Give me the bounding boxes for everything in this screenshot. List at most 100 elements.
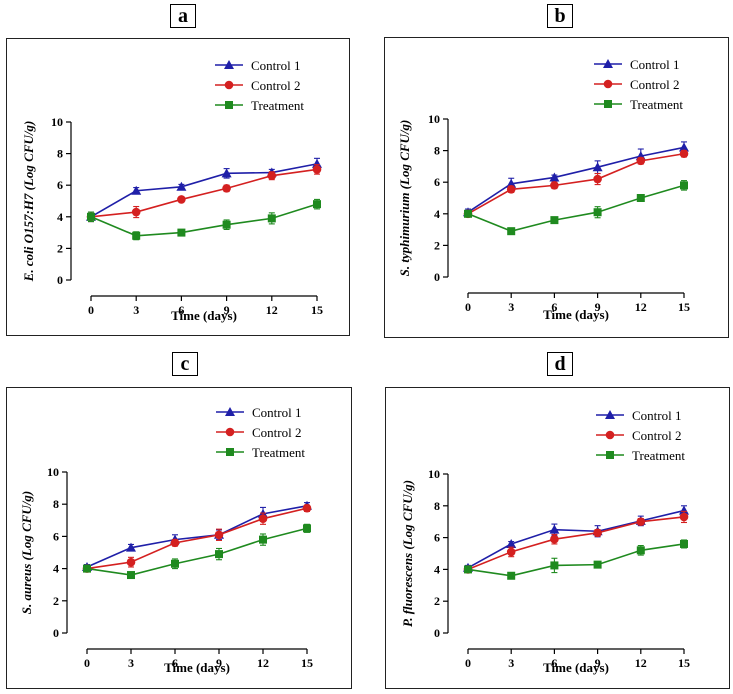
legend-label-treatment: Treatment bbox=[252, 445, 305, 460]
legend-marker-treatment bbox=[604, 100, 612, 108]
x-tick-label: 15 bbox=[678, 300, 690, 314]
x-tick-label: 12 bbox=[635, 300, 647, 314]
x-tick-label: 15 bbox=[301, 656, 313, 670]
data-point-treatment bbox=[127, 571, 135, 580]
x-tick-label: 12 bbox=[635, 656, 647, 670]
data-point-treatment bbox=[636, 194, 645, 202]
data-point-control1 bbox=[506, 538, 517, 548]
chart-panel-c: 0 2 4 6 8 10 0 3 6 9 12 15 Time (days) S. aureus (Log… bbox=[6, 387, 352, 689]
y-tick-label: 6 bbox=[434, 175, 440, 189]
y-tick-label: 2 bbox=[57, 241, 63, 255]
data-point-control2 bbox=[222, 184, 231, 193]
series-line-control2 bbox=[86, 507, 308, 570]
y-axis-label: S. aureus (Log CFU/g) bbox=[19, 491, 34, 615]
data-point-control2 bbox=[258, 514, 268, 523]
data-point-control2 bbox=[636, 517, 646, 526]
data-point-control1 bbox=[592, 162, 603, 172]
legend-label-control2: Control 2 bbox=[251, 78, 300, 93]
data-point-control2 bbox=[593, 174, 602, 184]
panel-label-c: c bbox=[172, 352, 198, 376]
data-point-control2 bbox=[636, 156, 646, 166]
series-line-control2 bbox=[90, 168, 318, 218]
series-line-control1 bbox=[86, 505, 308, 568]
y-tick-label: 4 bbox=[57, 210, 63, 224]
data-point-control1 bbox=[549, 524, 560, 534]
y-tick-label: 0 bbox=[57, 273, 63, 287]
data-point-treatment bbox=[222, 220, 231, 229]
data-point-control2 bbox=[170, 538, 180, 548]
y-tick-label: 0 bbox=[434, 270, 440, 284]
x-tick-label: 0 bbox=[88, 303, 94, 317]
data-point-treatment bbox=[87, 212, 95, 221]
y-tick-label: 8 bbox=[53, 497, 59, 511]
chart-a: 0 2 4 6 8 10 0 3 6 9 12 15 Time (days) E. coli O157:H… bbox=[21, 58, 323, 323]
data-point-control2 bbox=[679, 149, 689, 159]
chart-b: 0 2 4 6 8 10 0 3 6 9 12 15 Time (days) S. typhimurium… bbox=[397, 57, 690, 322]
chart-panel-d: 0 2 4 6 8 10 0 3 6 9 12 15 Time (days) P. fluorescens… bbox=[385, 387, 730, 689]
y-tick-label: 2 bbox=[434, 238, 440, 252]
x-tick-label: 3 bbox=[508, 300, 514, 314]
y-tick-label: 6 bbox=[434, 531, 440, 545]
data-point-treatment bbox=[464, 209, 472, 218]
x-tick-label: 15 bbox=[678, 656, 690, 670]
legend-marker-control1 bbox=[605, 410, 615, 419]
series-line-treatment bbox=[90, 203, 318, 237]
y-tick-label: 2 bbox=[434, 594, 440, 608]
y-tick-label: 10 bbox=[51, 115, 63, 129]
y-tick-label: 8 bbox=[57, 147, 63, 161]
x-tick-label: 6 bbox=[178, 303, 184, 317]
data-point-control2 bbox=[302, 503, 312, 513]
legend-marker-control2 bbox=[605, 430, 615, 440]
legend-label-treatment: Treatment bbox=[630, 97, 683, 112]
chart-c: 0 2 4 6 8 10 0 3 6 9 12 15 Time (days) S. aureus (Log… bbox=[19, 405, 313, 675]
data-point-control2 bbox=[550, 534, 559, 544]
x-tick-label: 12 bbox=[266, 303, 278, 317]
legend-marker-control1 bbox=[603, 59, 613, 68]
x-axis-label: Time (days) bbox=[171, 308, 237, 323]
x-tick-label: 9 bbox=[216, 656, 222, 670]
data-point-treatment bbox=[83, 564, 91, 573]
data-point-treatment bbox=[132, 231, 141, 240]
data-point-treatment bbox=[550, 216, 559, 225]
x-tick-label: 6 bbox=[551, 656, 557, 670]
data-point-treatment bbox=[464, 565, 472, 574]
chart-panel-a: 0 2 4 6 8 10 0 3 6 9 12 15 Time (days) E. coli O157:H… bbox=[6, 38, 350, 336]
data-point-treatment bbox=[171, 559, 179, 568]
legend-label-control2: Control 2 bbox=[630, 77, 679, 92]
data-point-treatment bbox=[313, 200, 321, 209]
y-axis-label: P. fluorescens (Log CFU/g) bbox=[400, 480, 415, 627]
data-point-control1 bbox=[679, 142, 689, 152]
data-point-control2 bbox=[267, 171, 277, 181]
data-point-control1 bbox=[126, 542, 136, 552]
data-point-control1 bbox=[221, 168, 232, 178]
legend-marker-control2 bbox=[225, 427, 235, 437]
legend-label-control1: Control 1 bbox=[632, 408, 681, 423]
panel-label-b: b bbox=[547, 4, 573, 28]
series-line-control2 bbox=[467, 516, 685, 571]
legend-marker-control1 bbox=[225, 407, 235, 416]
y-axis-label: S. typhimurium (Log CFU/g) bbox=[397, 120, 412, 277]
data-point-control2 bbox=[593, 528, 602, 538]
legend-marker-control1 bbox=[224, 60, 234, 69]
legend-marker-control2 bbox=[603, 79, 613, 89]
x-tick-label: 15 bbox=[311, 303, 323, 317]
data-point-treatment bbox=[550, 561, 559, 570]
data-point-control2 bbox=[550, 181, 559, 190]
data-point-control2 bbox=[126, 557, 136, 567]
y-tick-label: 8 bbox=[434, 499, 440, 513]
y-tick-label: 4 bbox=[434, 562, 440, 576]
legend-label-control2: Control 2 bbox=[252, 425, 301, 440]
data-point-treatment bbox=[680, 181, 688, 190]
data-point-treatment bbox=[267, 214, 276, 223]
y-tick-label: 4 bbox=[434, 207, 440, 221]
legend-label-treatment: Treatment bbox=[632, 448, 685, 463]
y-tick-label: 10 bbox=[428, 467, 440, 481]
chart-d: 0 2 4 6 8 10 0 3 6 9 12 15 Time (days) P. fluorescens… bbox=[400, 408, 690, 675]
y-tick-label: 0 bbox=[53, 626, 59, 640]
data-point-treatment bbox=[215, 550, 223, 559]
series-line-treatment bbox=[467, 184, 685, 233]
panel-label-d: d bbox=[547, 352, 573, 376]
legend-label-treatment: Treatment bbox=[251, 98, 304, 113]
data-point-control1 bbox=[679, 505, 689, 515]
data-point-control2 bbox=[131, 207, 141, 217]
